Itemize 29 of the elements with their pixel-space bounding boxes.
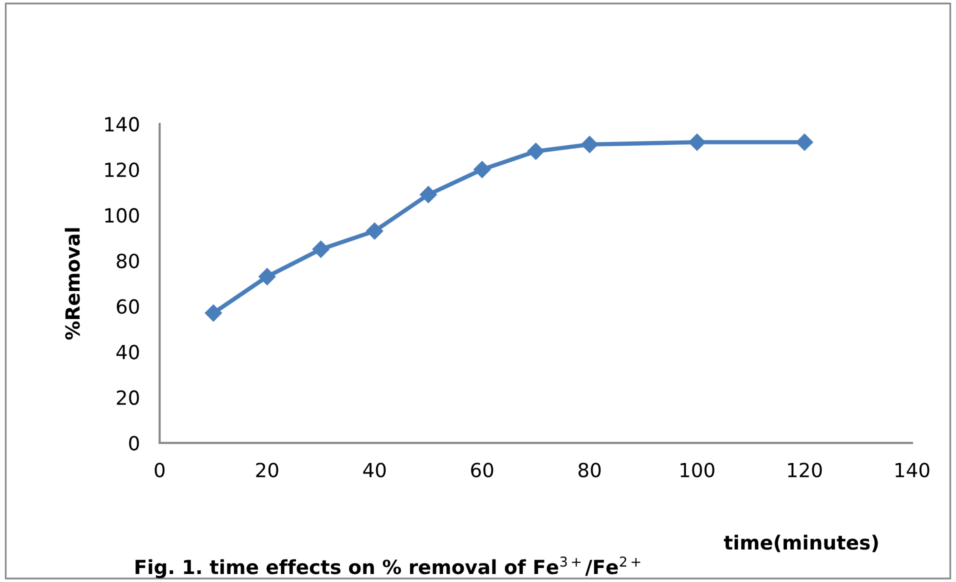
y-tick-label: 20 <box>116 390 139 406</box>
point <box>581 136 598 154</box>
x-axis-title: time(minutes) <box>724 534 878 552</box>
x-tick-label: 140 <box>896 462 930 478</box>
y-tick-label: 40 <box>116 344 139 360</box>
point <box>688 134 706 151</box>
x-tick-label: 100 <box>680 462 714 478</box>
point <box>312 240 330 258</box>
y-tick-label: 120 <box>105 162 139 178</box>
point <box>204 304 222 322</box>
y-tick-label: 0 <box>129 436 139 451</box>
x-tick-label: 80 <box>578 462 601 478</box>
point <box>258 268 276 286</box>
y-tick-label: 80 <box>116 254 139 268</box>
point <box>796 134 814 151</box>
x-tick-label: 20 <box>256 462 278 478</box>
x-tick-label: 60 <box>471 462 494 478</box>
point <box>474 160 491 178</box>
y-tick-label: 140 <box>105 116 139 132</box>
x-tick-label: 120 <box>788 462 822 478</box>
y-axis-title: %Removal <box>64 228 80 340</box>
point <box>527 142 544 160</box>
point <box>366 222 384 240</box>
text: Fig. 1. time effects on % removal of Fe$^{3+}$/Fe$^{2+}$ <box>136 556 640 578</box>
x-tick-label: 40 <box>363 462 386 478</box>
y-tick-label: 60 <box>116 299 139 314</box>
x-tick-label: 0 <box>154 462 165 478</box>
y-tick-label: 100 <box>105 208 139 223</box>
point <box>420 186 437 204</box>
